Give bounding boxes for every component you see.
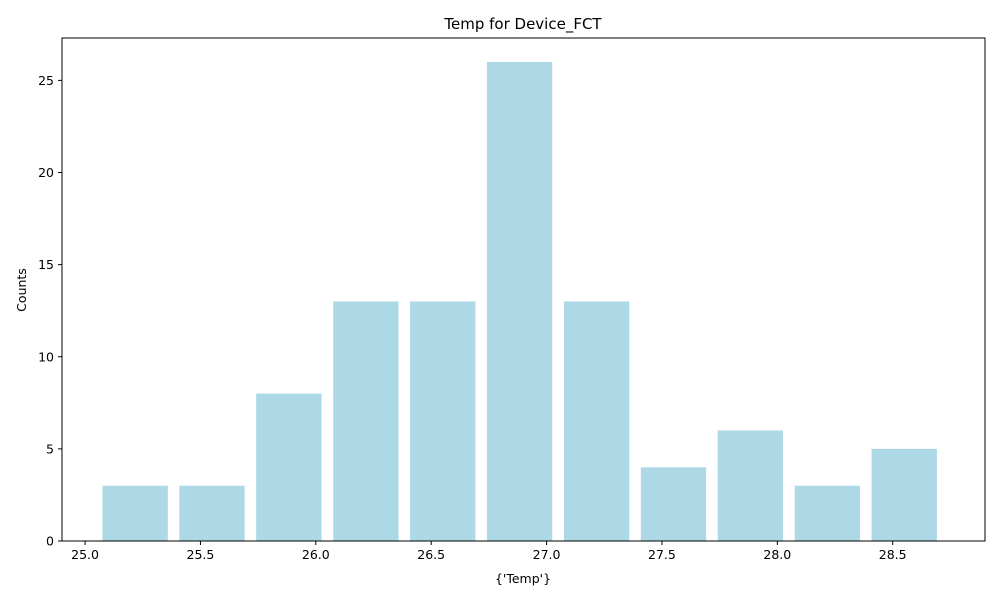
bar-4 [410, 301, 476, 541]
x-tick-label: 26.5 [417, 547, 445, 562]
bar-1 [179, 485, 245, 541]
y-tick-label: 0 [46, 534, 54, 549]
x-tick-label: 27.0 [533, 547, 561, 562]
bar-7 [640, 467, 707, 541]
bars-group [102, 61, 937, 541]
y-tick-label: 15 [38, 257, 54, 272]
y-tick-label: 5 [46, 441, 54, 456]
y-axis-label: Counts [14, 268, 29, 312]
y-tick-label: 10 [38, 349, 54, 364]
bar-0 [102, 485, 168, 541]
x-tick-label: 25.0 [71, 547, 99, 562]
bar-9 [794, 485, 861, 541]
bar-6 [563, 301, 630, 541]
bar-10 [871, 448, 937, 541]
x-tick-label: 28.0 [763, 547, 791, 562]
y-tick-label: 25 [38, 73, 54, 88]
x-tick-label: 25.5 [187, 547, 215, 562]
x-axis-label: {'Temp'} [495, 571, 551, 586]
bar-2 [256, 393, 322, 541]
bar-3 [333, 301, 399, 541]
x-tick-label: 27.5 [648, 547, 676, 562]
x-tick-label: 28.5 [879, 547, 907, 562]
chart-title: Temp for Device_FCT [443, 15, 602, 34]
y-tick-label: 20 [38, 165, 54, 180]
x-tick-label: 26.0 [302, 547, 330, 562]
plot-frame [61, 37, 986, 542]
y-axis-ticks: 0 5 10 15 20 25 [38, 73, 62, 549]
bar-5 [486, 61, 553, 541]
bar-8 [717, 430, 783, 541]
x-axis-ticks: 25.0 25.5 26.0 26.5 27.0 27.5 28.0 28.5 [71, 541, 907, 562]
